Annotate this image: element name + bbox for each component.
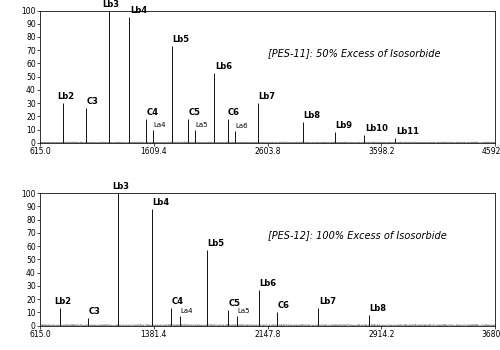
Text: Lb8: Lb8	[370, 304, 386, 313]
Text: Lb3: Lb3	[112, 182, 129, 191]
Text: La4: La4	[153, 122, 166, 128]
Text: Lb6: Lb6	[260, 279, 276, 288]
Text: Lb4: Lb4	[152, 198, 170, 207]
Text: [PES-11]: 50% Excess of Isosorbide: [PES-11]: 50% Excess of Isosorbide	[268, 48, 440, 58]
Text: Lb9: Lb9	[335, 121, 352, 130]
Text: C5: C5	[228, 299, 240, 308]
Text: C6: C6	[228, 108, 240, 117]
Text: C3: C3	[87, 97, 99, 106]
Text: Lb6: Lb6	[215, 62, 232, 71]
Text: Lb7: Lb7	[319, 297, 336, 306]
Text: La5: La5	[196, 122, 208, 128]
Text: La4: La4	[180, 308, 193, 314]
Text: Lb2: Lb2	[54, 297, 72, 306]
Text: C4: C4	[147, 108, 159, 117]
Text: Lb7: Lb7	[258, 92, 276, 101]
Text: C3: C3	[88, 307, 101, 316]
Text: Lb4: Lb4	[130, 6, 147, 15]
Text: [PES-12]: 100% Excess of Isosorbide: [PES-12]: 100% Excess of Isosorbide	[268, 231, 446, 240]
Text: La5: La5	[237, 308, 250, 314]
Text: Lb8: Lb8	[303, 111, 320, 120]
Text: Lb5: Lb5	[172, 35, 190, 44]
Text: Lb11: Lb11	[396, 127, 419, 135]
Text: C6: C6	[277, 301, 289, 310]
Text: C5: C5	[188, 108, 200, 117]
Text: La6: La6	[236, 123, 248, 129]
Text: C4: C4	[172, 297, 184, 306]
Text: Lb10: Lb10	[365, 124, 388, 133]
Text: Lb2: Lb2	[57, 92, 74, 101]
Text: Lb5: Lb5	[208, 239, 224, 248]
Text: Lb3: Lb3	[102, 0, 120, 8]
